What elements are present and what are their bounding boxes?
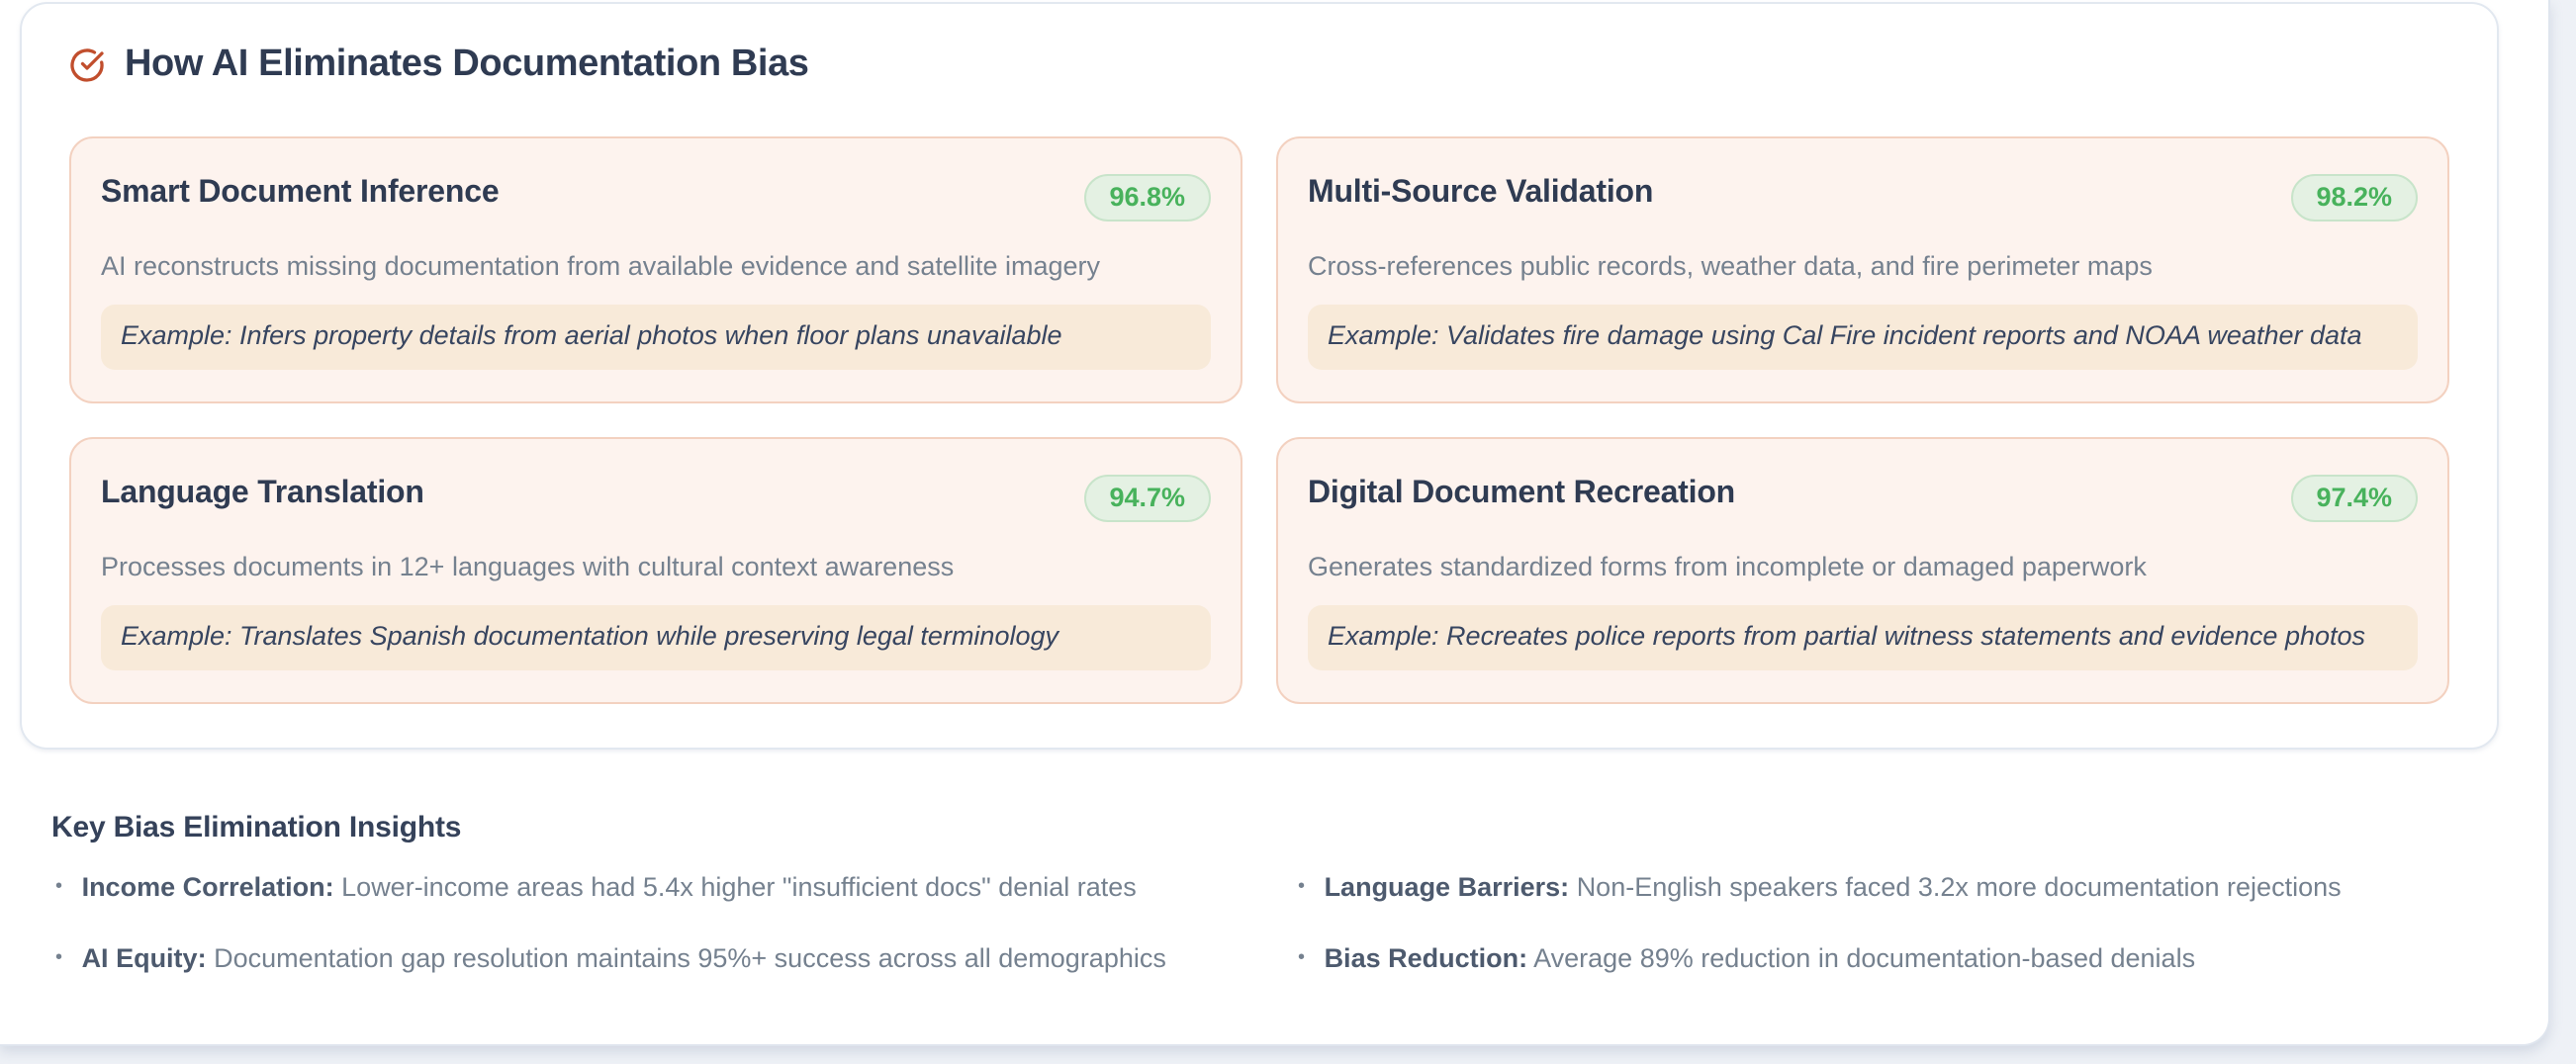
content-panel: How AI Eliminates Documentation Bias Sma… (0, 0, 2550, 1046)
insight-income-correlation: • Income Correlation: Lower-income areas… (55, 872, 1262, 902)
card-multi-source-validation: Multi-Source Validation 98.2% Cross-refe… (1276, 136, 2449, 403)
card-example: Example: Translates Spanish documentatio… (101, 605, 1211, 670)
page-title: How AI Eliminates Documentation Bias (125, 44, 809, 85)
insight-label: Bias Reduction: (1324, 943, 1528, 973)
card-language-translation: Language Translation 94.7% Processes doc… (69, 437, 1242, 704)
card-example: Example: Recreates police reports from p… (1308, 605, 2418, 670)
card-digital-document-recreation: Digital Document Recreation 97.4% Genera… (1276, 437, 2449, 704)
card-description: Generates standardized forms from incomp… (1308, 552, 2147, 581)
insight-bias-reduction: • Bias Reduction: Average 89% reduction … (1298, 943, 2505, 973)
insight-text: Lower-income areas had 5.4x higher "insu… (341, 872, 1137, 902)
card-title: Smart Document Inference (101, 176, 500, 210)
check-circle-icon (69, 47, 105, 83)
card-example: Example: Infers property details from ae… (101, 305, 1211, 370)
bullet-dot: • (55, 876, 63, 898)
insight-language-barriers: • Language Barriers: Non-English speaker… (1298, 872, 2505, 902)
bullet-dot: • (1298, 947, 1306, 969)
score-badge: 96.8% (1083, 174, 1211, 222)
card-description: Cross-references public records, weather… (1308, 251, 2153, 281)
card-header: Digital Document Recreation 97.4% (1308, 475, 2418, 522)
card-title: Multi-Source Validation (1308, 176, 1654, 210)
card-title: Digital Document Recreation (1308, 477, 1736, 510)
insight-text: Average 89% reduction in documentation-b… (1533, 943, 2196, 973)
card-header: Multi-Source Validation 98.2% (1308, 174, 2418, 222)
key-insights-section: Key Bias Elimination Insights • Income C… (51, 811, 2505, 973)
score-badge: 94.7% (1083, 475, 1211, 522)
insights-heading: Key Bias Elimination Insights (51, 811, 462, 844)
bullet-dot: • (55, 947, 63, 969)
card-title: Language Translation (101, 477, 424, 510)
documentation-bias-section: How AI Eliminates Documentation Bias Sma… (20, 2, 2499, 750)
insight-text: Non-English speakers faced 3.2x more doc… (1576, 872, 2342, 902)
insight-label: Income Correlation: (81, 872, 334, 902)
score-badge: 97.4% (2290, 475, 2418, 522)
insight-label: Language Barriers: (1324, 872, 1570, 902)
score-badge: 98.2% (2290, 174, 2418, 222)
card-smart-document-inference: Smart Document Inference 96.8% AI recons… (69, 136, 1242, 403)
card-example: Example: Validates fire damage using Cal… (1308, 305, 2418, 370)
insight-label: AI Equity: (81, 943, 207, 973)
card-description: AI reconstructs missing documentation fr… (101, 251, 1100, 281)
card-header: Smart Document Inference 96.8% (101, 174, 1211, 222)
card-description: Processes documents in 12+ languages wit… (101, 552, 955, 581)
insight-ai-equity: • AI Equity: Documentation gap resolutio… (55, 943, 1262, 973)
bullet-dot: • (1298, 876, 1306, 898)
card-header: Language Translation 94.7% (101, 475, 1211, 522)
section-header: How AI Eliminates Documentation Bias (69, 44, 2449, 85)
insights-grid: • Income Correlation: Lower-income areas… (55, 872, 2505, 973)
feature-card-grid: Smart Document Inference 96.8% AI recons… (69, 136, 2449, 704)
insight-text: Documentation gap resolution maintains 9… (214, 943, 1166, 973)
